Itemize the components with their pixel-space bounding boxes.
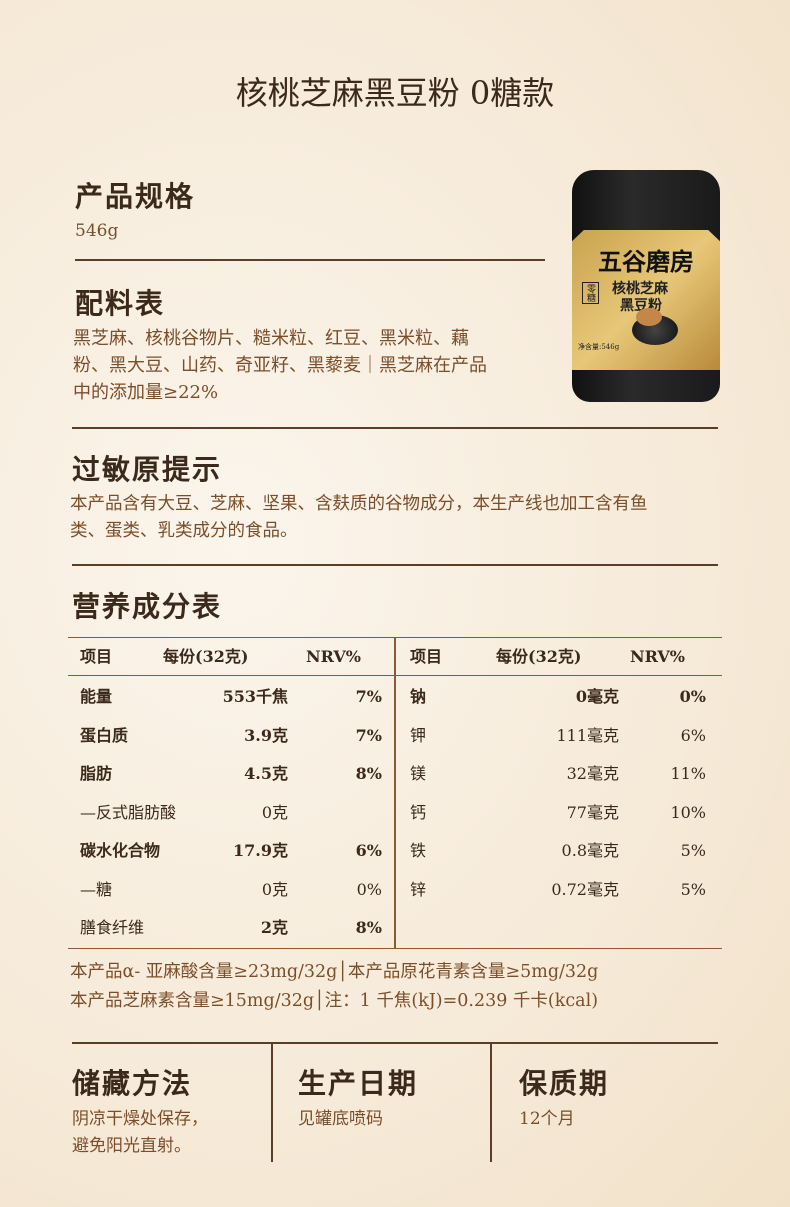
nutrient-value: 111毫克	[556, 725, 619, 745]
nutrient-value: 17.9克	[233, 841, 288, 860]
zero-sugar-badge: 零糖	[582, 282, 599, 304]
ingredients-heading: 配料表	[75, 287, 166, 320]
ingredients-line: 粉、黑大豆、山药、奇亚籽、黑藜麦｜黑芝麻在产品	[73, 355, 487, 376]
nutrient-name: 钾	[410, 725, 427, 745]
shelf-life-value: 12个月	[519, 1109, 575, 1129]
nutrient-value: 3.9克	[244, 725, 288, 745]
table-row: 膳食纤维 2克 8%	[68, 909, 722, 947]
divider	[75, 259, 545, 261]
nutrient-nrv: 7%	[355, 687, 382, 706]
product-name: 核桃芝麻	[612, 281, 668, 297]
ingredients-line: 中的添加量≥22%	[73, 382, 219, 403]
header-item: 项目	[80, 647, 113, 666]
nutrient-value: 32毫克	[566, 764, 619, 783]
nutrient-nrv: 6%	[680, 725, 706, 745]
nutrient-name: 钠	[410, 687, 427, 706]
nutrient-name: 镁	[410, 764, 427, 783]
storage-line: 阴凉干燥处保存，	[72, 1109, 208, 1129]
nutrient-nrv: 0%	[356, 879, 382, 899]
header-item: 项目	[410, 647, 443, 666]
table-row: 钙 77毫克 10%	[68, 794, 722, 832]
brand-logo: 五谷磨房	[598, 248, 694, 276]
note-line: 本产品α- 亚麻酸含量≥23mg/32g│本产品原花青素含量≥5mg/32g	[70, 962, 599, 982]
storage-text: 阴凉干燥处保存， 避免阳光直射。	[72, 1106, 208, 1160]
nutrient-name: —反式脂肪酸	[80, 802, 177, 822]
storage-line: 避免阳光直射。	[72, 1136, 191, 1156]
table-row: 蛋白质 3.9克 7%	[68, 717, 722, 755]
nutrient-value: 0.72毫克	[551, 879, 619, 899]
allergen-text: 本产品含有大豆、芝麻、坚果、含麸质的谷物成分，本生产线也加工含有鱼 类、蛋类、乳…	[70, 491, 648, 545]
spec-value: 546g	[75, 221, 119, 241]
production-heading: 生产日期	[298, 1067, 419, 1100]
table-row: 钠 0毫克 0%	[68, 678, 722, 716]
nutrient-nrv: 11%	[670, 764, 706, 783]
table-row: 脂肪 4.5克 8%	[68, 755, 722, 793]
allergen-heading: 过敏原提示	[72, 453, 223, 486]
nutrient-name: 铁	[410, 841, 427, 860]
nutrient-nrv: 6%	[355, 841, 382, 860]
nutrient-name: 锌	[410, 879, 427, 899]
table-row: 铁 0.8毫克 5%	[68, 832, 722, 870]
header-nrv: NRV%	[306, 647, 361, 666]
nutrient-name: 蛋白质	[80, 725, 129, 745]
table-row: 锌 0.72毫克 5%	[68, 871, 722, 909]
table-row: 碳水化合物 17.9克 6%	[68, 832, 722, 870]
note-line: 本产品芝麻素含量≥15mg/32g│注：1 千焦(kJ)=0.239 千卡(kc…	[70, 991, 599, 1011]
nutrient-value: 0.8毫克	[561, 841, 619, 860]
nutrient-name: 膳食纤维	[80, 918, 145, 937]
ingredients-line: 黑芝麻、核桃谷物片、糙米粒、红豆、黑米粒、藕	[73, 328, 469, 349]
nutrient-nrv: 8%	[355, 764, 382, 783]
nutrient-name: 钙	[410, 802, 427, 822]
production-value: 见罐底喷码	[298, 1109, 383, 1129]
product-jar-image: 五谷磨房 核桃芝麻 黑豆粉 零糖 净含量:546g	[572, 170, 720, 402]
allergen-line: 本产品含有大豆、芝麻、坚果、含麸质的谷物成分，本生产线也加工含有鱼	[70, 494, 648, 514]
table-row: 能量 553千焦 7%	[68, 678, 722, 716]
table-row: 钾 111毫克 6%	[68, 717, 722, 755]
nutrient-name: 脂肪	[80, 764, 113, 783]
nutrient-value: 0毫克	[575, 687, 619, 706]
nutrient-name: —糖	[80, 879, 113, 899]
nutrient-nrv: 5%	[680, 879, 706, 899]
nutrition-table: 项目 每份(32克) NRV% 项目 每份(32克) NRV% 能量 553千焦 7…	[68, 637, 722, 949]
divider	[72, 564, 718, 566]
nutrient-nrv: 7%	[355, 725, 382, 745]
page-title: 核桃芝麻黑豆粉 0糖款	[235, 74, 555, 112]
shelf-life-heading: 保质期	[519, 1067, 610, 1100]
ingredients-text: 黑芝麻、核桃谷物片、糙米粒、红豆、黑米粒、藕 粉、黑大豆、山药、奇亚籽、黑藜麦｜…	[73, 325, 487, 406]
nutrient-name: 能量	[80, 687, 113, 706]
net-weight: 净含量:546g	[578, 343, 620, 351]
table-row: 镁 32毫克 11%	[68, 755, 722, 793]
walnut-image	[636, 308, 662, 326]
nutrient-nrv: 5%	[680, 841, 706, 860]
header-nrv: NRV%	[630, 647, 685, 666]
nutrient-value: 4.5克	[244, 764, 288, 783]
nutrient-value: 0克	[261, 879, 288, 899]
nutrition-heading: 营养成分表	[72, 590, 223, 623]
nutrient-nrv: 10%	[670, 802, 706, 822]
nutrient-nrv: 8%	[355, 918, 382, 937]
nutrient-nrv: 0%	[679, 687, 706, 706]
table-row: —糖 0克 0%	[68, 871, 722, 909]
nutrient-name: 碳水化合物	[80, 841, 161, 860]
spec-heading: 产品规格	[75, 180, 196, 213]
nutrition-notes: 本产品α- 亚麻酸含量≥23mg/32g│本产品原花青素含量≥5mg/32g 本…	[70, 958, 598, 1016]
storage-heading: 储藏方法	[72, 1067, 193, 1100]
nutrient-value: 2克	[260, 918, 288, 937]
divider	[72, 427, 718, 429]
header-serving: 每份(32克)	[163, 647, 249, 666]
divider	[72, 1042, 718, 1044]
header-serving: 每份(32克)	[496, 647, 582, 666]
table-header: 项目 每份(32克) NRV% 项目 每份(32克) NRV%	[68, 638, 722, 676]
table-row: —反式脂肪酸 0克	[68, 794, 722, 832]
nutrient-value: 77毫克	[566, 802, 619, 822]
nutrient-value: 553千焦	[222, 687, 288, 706]
nutrient-value: 0克	[261, 802, 288, 822]
allergen-line: 类、蛋类、乳类成分的食品。	[70, 521, 298, 541]
